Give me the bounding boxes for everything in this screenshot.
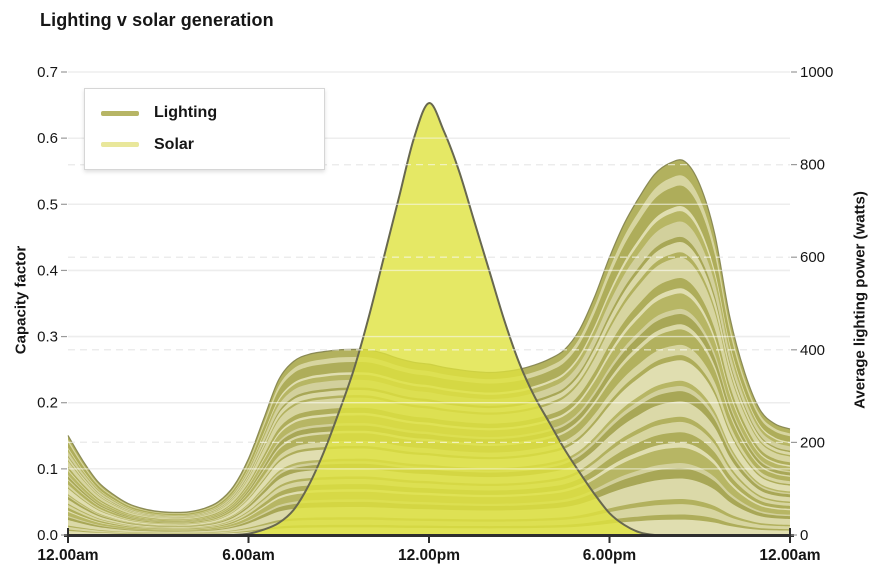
y-left-tick-label: 0.5 [37,196,58,213]
legend-item-lighting: Lighting [85,104,324,122]
y-left-tick-label: 0.0 [37,527,58,544]
y-left-tick-labels: 0.0 0.1 0.2 0.3 0.4 0.5 0.6 0.7 [37,64,58,544]
y-right-tick-label: 0 [800,527,808,544]
y-left-tick-label: 0.4 [37,262,58,279]
x-tick-label: 12.00am [37,547,98,564]
y-left-tick-label: 0.1 [37,461,58,478]
legend-label-lighting: Lighting [154,104,218,122]
y-right-tick-label: 200 [800,434,825,451]
y-right-tick-label: 400 [800,342,825,359]
chart-title: Lighting v solar generation [40,10,274,30]
y-axis-ticks [61,71,797,536]
legend: Lighting Solar [84,88,325,170]
left-axis-title: Capacity factor [12,245,30,355]
y-left-tick-label: 0.3 [37,329,58,346]
x-tick-label: 12.00pm [398,547,460,564]
x-axis [64,528,794,543]
y-right-tick-labels: 0 200 400 600 800 1000 [800,64,833,544]
x-tick-labels: 12.00am 6.00am 12.00pm 6.00pm 12.00am [37,547,820,564]
y-right-tick-label: 800 [800,157,825,174]
x-tick-label: 12.00am [759,547,820,564]
y-right-tick-label: 1000 [800,64,833,81]
y-left-tick-label: 0.6 [37,130,58,147]
legend-label-solar: Solar [154,135,195,153]
y-left-tick-label: 0.7 [37,64,58,81]
y-right-tick-label: 600 [800,249,825,266]
x-tick-label: 6.00pm [583,547,636,564]
solar-swatch-icon [101,142,139,148]
right-axis-title: Average lighting power (watts) [851,191,869,409]
legend-item-solar: Solar [85,136,324,154]
x-tick-label: 6.00am [222,547,275,564]
y-left-tick-label: 0.2 [37,395,58,412]
lighting-swatch-icon [101,110,139,116]
